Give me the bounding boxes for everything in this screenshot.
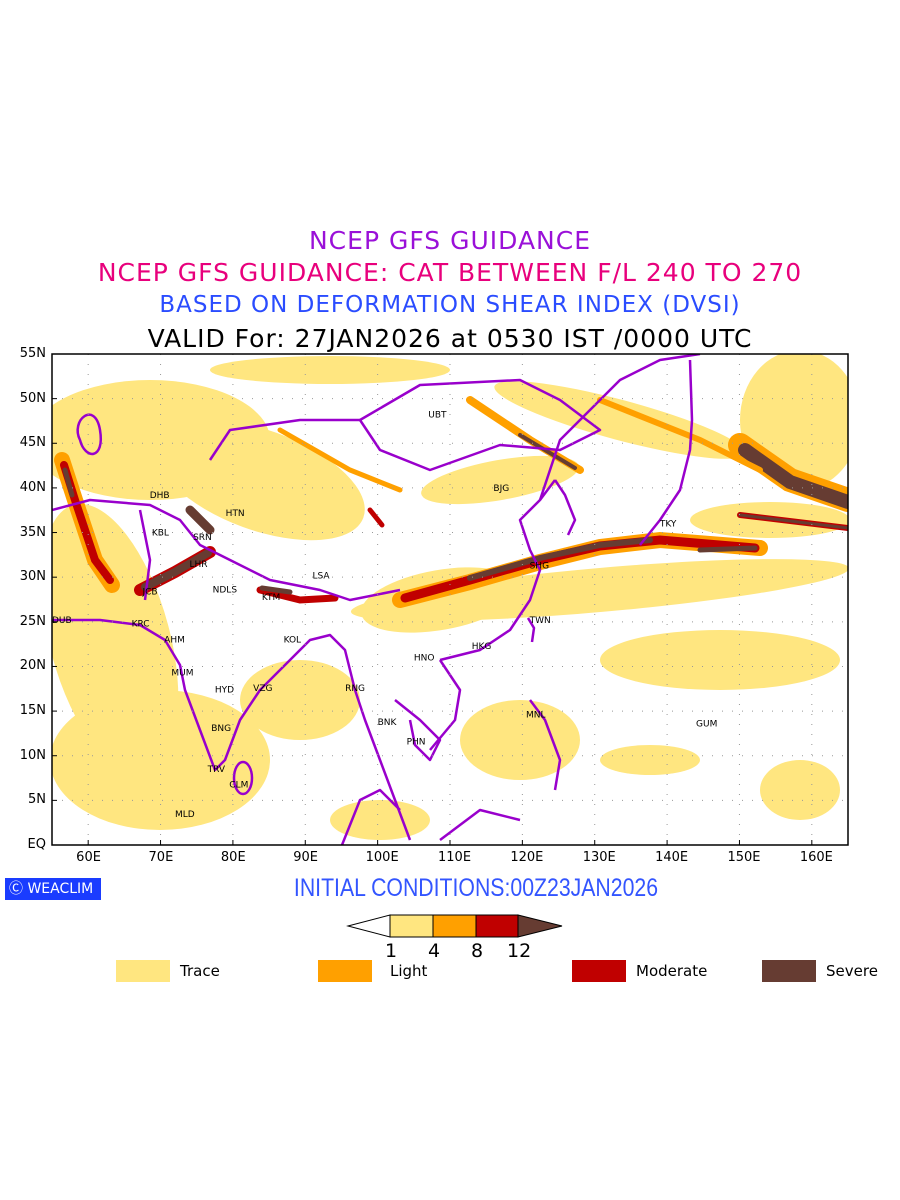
colorbar — [346, 914, 563, 938]
city-label-vzg: VZG — [253, 684, 272, 694]
colorbar-severe-arrow — [517, 914, 563, 938]
lon-label: 150E — [727, 850, 761, 865]
lat-label: 25N — [19, 613, 46, 629]
title-line-2: NCEP GFS GUIDANCE: CAT BETWEEN F/L 240 T… — [97, 258, 803, 287]
city-label-trv: TRV — [207, 765, 226, 775]
legend-label-severe: Severe — [826, 962, 878, 980]
city-label-htn: HTN — [226, 509, 245, 519]
city-label-ktm: KTM — [262, 593, 280, 603]
legend-label-moderate: Moderate — [636, 962, 708, 980]
lon-label: 160E — [799, 850, 833, 865]
lat-label: 15N — [19, 703, 46, 719]
city-label-hyd: HYD — [215, 686, 234, 696]
city-label-jcb: JCB — [141, 587, 157, 597]
lat-label: 20N — [19, 658, 46, 674]
legend-label-trace: Trace — [180, 962, 220, 980]
colorbar-under-arrow — [346, 914, 391, 938]
legend-swatch-moderate — [572, 960, 626, 982]
city-label-phn: PHN — [407, 737, 426, 747]
city-label-rng: RNG — [345, 684, 365, 694]
lon-label: 120E — [510, 850, 544, 865]
city-label-tky: TKY — [659, 520, 677, 530]
legend-swatch-light — [318, 960, 372, 982]
city-label-lsa: LSA — [313, 571, 331, 581]
city-label-bng: BNG — [211, 724, 231, 734]
lat-label: 40N — [19, 479, 46, 495]
city-label-ubt: UBT — [428, 411, 447, 421]
lat-label: 50N — [19, 390, 46, 406]
colorbar-light — [432, 914, 477, 938]
lat-label: 55N — [19, 346, 46, 361]
city-label-shg: SHG — [530, 562, 549, 572]
colorbar-tick: 8 — [471, 940, 484, 962]
city-label-mld: MLD — [175, 810, 195, 820]
city-label-lhr: LHR — [189, 560, 207, 570]
lat-label: 35N — [19, 524, 46, 540]
city-label-krc: KRC — [132, 620, 150, 630]
valid-time: VALID For: 27JAN2026 at 0530 IST /0000 U… — [147, 324, 753, 353]
legend-swatch-severe — [762, 960, 816, 982]
colorbar-tick: 12 — [507, 940, 532, 962]
lon-label: 90E — [293, 850, 319, 865]
initial-conditions: INITIAL CONDITIONS:00Z23JAN2026 — [293, 874, 659, 902]
city-label-dub: DUB — [52, 616, 72, 626]
lon-label: 60E — [76, 850, 101, 865]
city-label-srn: SRN — [193, 533, 212, 543]
lon-label: 130E — [582, 850, 616, 865]
lon-label: 80E — [220, 850, 246, 865]
city-label-ahm: AHM — [164, 636, 185, 646]
city-label-gum: GUM — [696, 720, 717, 730]
lat-label: 10N — [19, 747, 46, 763]
city-label-dhb: DHB — [150, 491, 170, 501]
colorbar-tick: 4 — [428, 940, 441, 962]
colorbar-trace — [389, 914, 434, 938]
country-borders — [52, 354, 701, 845]
lat-label: 45N — [19, 435, 46, 451]
legend-swatch-trace — [116, 960, 170, 982]
lat-label: 30N — [19, 569, 46, 585]
city-label-twn: TWN — [529, 616, 551, 626]
title-line-3: BASED ON DEFORMATION SHEAR INDEX (DVSI) — [159, 292, 741, 318]
city-labels: UBT BJG SHG TKY TWN HKG HNO MNL GUM BNK PHN RNG KOL K… — [52, 411, 717, 820]
city-label-kol: KOL — [284, 636, 302, 646]
lat-label: EQ — [27, 837, 46, 852]
lon-label: 140E — [655, 850, 689, 865]
city-label-ndls: NDLS — [213, 586, 238, 596]
colorbar-tick: 1 — [385, 940, 398, 962]
city-label-clm: CLM — [229, 780, 248, 790]
turbulence-jets — [54, 396, 848, 608]
lon-label: 110E — [438, 850, 472, 865]
title-line-1: NCEP GFS GUIDANCE — [308, 226, 591, 255]
lon-label: 100E — [365, 850, 399, 865]
city-label-mum: MUM — [171, 669, 193, 679]
turbulence-map: UBT BJG SHG TKY TWN HKG HNO MNL GUM BNK PHN RNG KOL K… — [51, 353, 849, 846]
lat-label: 5N — [28, 792, 46, 808]
city-label-mnl: MNL — [526, 711, 546, 721]
weaclim-logo: Ⓒ WEACLIM — [5, 878, 101, 900]
city-label-hkg: HKG — [472, 642, 492, 652]
legend-label-light: Light — [390, 962, 428, 980]
colorbar-moderate — [475, 914, 519, 938]
weaclim-label: WEACLIM — [27, 881, 94, 897]
city-label-bjg: BJG — [493, 484, 509, 494]
city-label-kbl: KBL — [152, 529, 169, 539]
city-label-bnk: BNK — [378, 718, 398, 728]
lon-label: 70E — [148, 850, 174, 865]
city-label-hno: HNO — [414, 654, 435, 664]
